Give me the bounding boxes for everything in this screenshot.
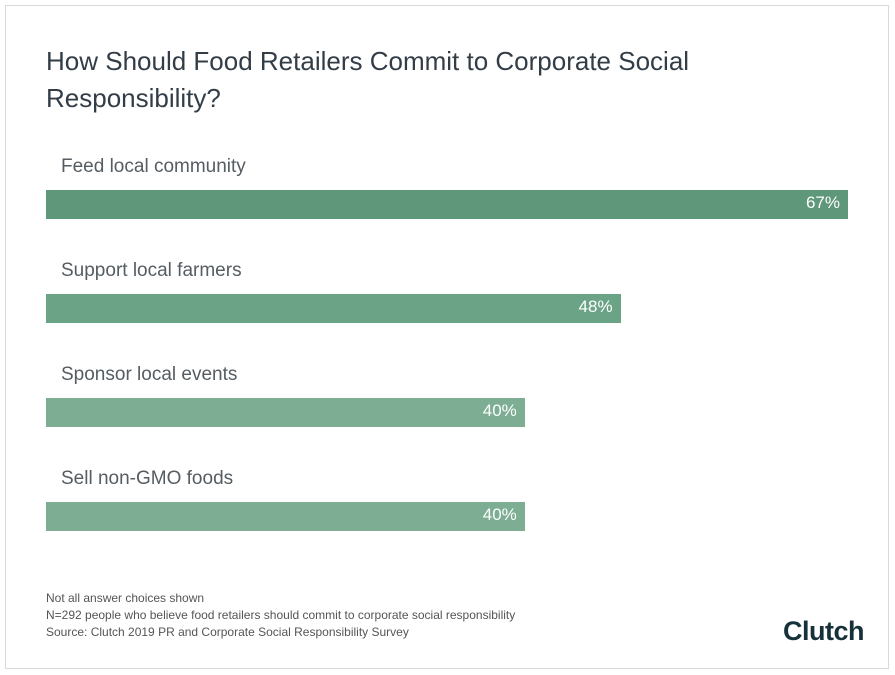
category-label: Feed local community (61, 156, 246, 177)
data-label: 40% (482, 401, 517, 420)
bar: 48% (46, 294, 621, 323)
bar: 40% (46, 398, 525, 427)
footer-note: Not all answer choices shown (46, 591, 205, 605)
bar: 40% (46, 502, 525, 531)
footer-sample-size: N=292 people who believe food retailers … (46, 608, 516, 622)
clutch-logo: Clutch (783, 616, 865, 646)
data-label: 67% (805, 193, 840, 212)
bar: 67% (46, 190, 848, 219)
data-label: 40% (482, 505, 517, 524)
footer-source: Source: Clutch 2019 PR and Corporate Soc… (46, 625, 409, 639)
category-label: Support local farmers (61, 260, 242, 281)
chart-card (5, 5, 889, 669)
category-label: Sell non-GMO foods (61, 468, 234, 489)
category-label: Sponsor local events (61, 364, 238, 385)
data-label: 48% (578, 297, 613, 316)
chart-title: How Should Food Retailers Commit to Corp… (46, 46, 690, 113)
